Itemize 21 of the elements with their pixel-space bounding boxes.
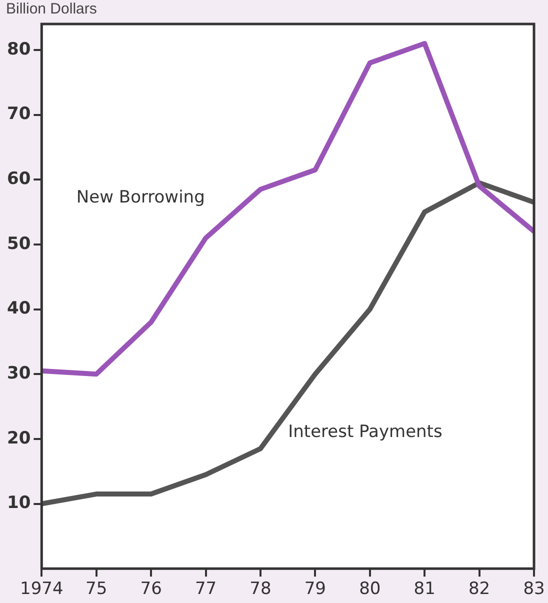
- y-tick-label: 40: [6, 298, 31, 319]
- x-tick-label: 77: [194, 579, 217, 600]
- y-tick-label: 80: [6, 39, 31, 60]
- x-tick-label: 1974: [20, 579, 64, 600]
- x-tick-label: 82: [468, 579, 490, 600]
- series-label: New Borrowing: [76, 188, 205, 208]
- x-tick-label: 81: [414, 579, 436, 600]
- y-tick-label: 70: [6, 104, 31, 124]
- x-tick-label: 80: [359, 579, 381, 600]
- y-tick-label: 20: [6, 428, 31, 448]
- y-tick-label: 50: [6, 234, 31, 254]
- y-tick-label: 10: [6, 493, 31, 514]
- x-tick-label: 83: [523, 579, 545, 600]
- x-tick-label: 75: [86, 579, 108, 600]
- y-axis-title: Billion Dollars: [6, 0, 97, 18]
- x-tick-label: 76: [140, 579, 162, 600]
- y-tick-label: 60: [6, 169, 31, 190]
- x-tick-label: 78: [250, 579, 272, 600]
- x-tick-label: 79: [304, 579, 326, 600]
- y-tick-label: 30: [6, 364, 31, 384]
- series-label: Interest Payments: [288, 422, 442, 442]
